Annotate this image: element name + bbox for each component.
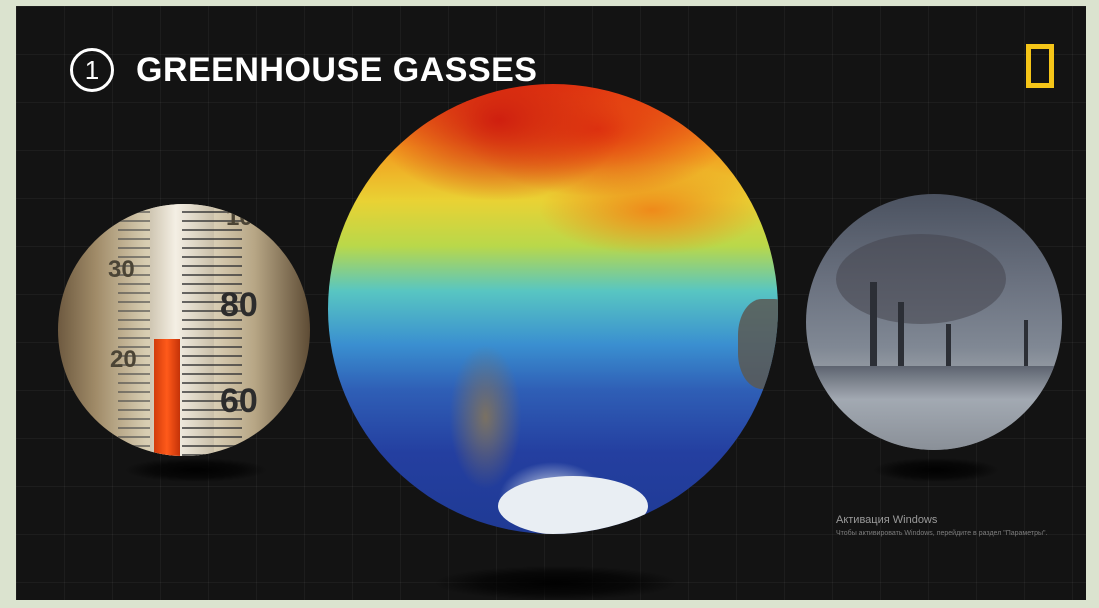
section-number-badge: 1: [70, 48, 114, 92]
africa-landmass: [738, 299, 778, 389]
thermometer-right-scale: [182, 204, 242, 456]
thermometer-label-60: 60: [220, 382, 258, 420]
thermometer-label-20: 20: [110, 346, 137, 373]
co2-earth-globe-image: [328, 84, 778, 534]
watermark-heading: Активация Windows: [836, 514, 938, 526]
thermometer-left-scale: [118, 204, 152, 456]
thermometer-shadow: [126, 458, 266, 482]
earth-shadow: [436, 566, 676, 600]
watermark-body: Чтобы активировать Windows, перейдите в …: [836, 530, 1048, 537]
factory-waterfront: [806, 366, 1062, 450]
smokestack-1: [870, 282, 877, 374]
thermometer-label-80: 80: [220, 286, 258, 324]
smokestack-2: [898, 302, 904, 374]
factory-shadow: [874, 458, 998, 482]
slide-header: 1 GREENHOUSE GASSES: [70, 48, 537, 92]
smokestack-4: [1024, 320, 1028, 374]
smoke-haze: [836, 234, 1006, 324]
slide-frame: 1 GREENHOUSE GASSES 80 60 30 20 100 Акти…: [16, 6, 1086, 600]
thermometer-label-30: 30: [108, 256, 135, 283]
thermometer-image: 80 60 30 20 100: [58, 204, 310, 456]
windows-activation-watermark: Активация Windows Чтобы активировать Win…: [836, 514, 1066, 539]
slide-title: GREENHOUSE GASSES: [136, 50, 538, 89]
thermometer-label-100: 100: [226, 204, 267, 231]
antarctica-ice: [498, 476, 648, 534]
national-geographic-logo-icon: [1026, 44, 1054, 88]
smokestack-3: [946, 324, 951, 374]
thermometer-mercury: [154, 339, 180, 456]
smokestack-factory-image: [806, 194, 1062, 450]
